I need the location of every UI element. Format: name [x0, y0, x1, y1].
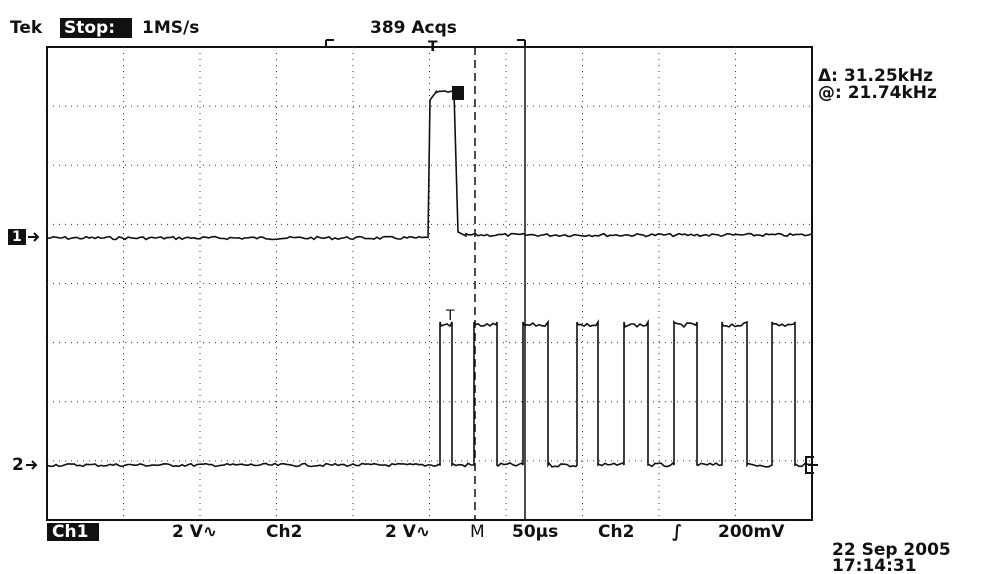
ch1-scale: 2 V∿	[172, 522, 217, 542]
sample-rate: 1MS/s	[142, 18, 199, 38]
state-box	[60, 18, 132, 38]
acquisitions: 389 Acqs	[370, 18, 457, 38]
ch2-marker: 2	[12, 455, 24, 475]
ch2-scale: 2 V∿	[385, 522, 430, 542]
trigger-level: 200mV	[718, 522, 785, 542]
trigger-position: T	[428, 39, 438, 55]
trigger-slope: ∫	[672, 522, 682, 542]
record-bracket	[325, 39, 526, 48]
ch1-marker-box	[8, 229, 26, 245]
time: 17:14:31	[832, 556, 917, 574]
ch1-label: Ch1	[52, 522, 88, 542]
ch1-waveform	[46, 89, 812, 241]
trigger-level-marker	[805, 456, 818, 474]
cursor-marker	[452, 86, 464, 100]
ch1-marker: 1	[12, 229, 22, 245]
trigger-marker: T	[445, 308, 455, 324]
ch2-label: Ch2	[266, 522, 302, 542]
ch1-box	[47, 523, 99, 541]
ch1-arrow	[28, 232, 40, 242]
trigger-source: Ch2	[598, 522, 634, 542]
run-state: Stop:	[64, 18, 115, 38]
timebase: 50µs	[512, 522, 558, 542]
date: 22 Sep 2005	[832, 540, 951, 560]
at-readout: @: 21.74kHz	[818, 83, 937, 103]
ch2-arrow	[26, 460, 38, 470]
brand: Tek	[10, 18, 43, 38]
timebase-label: M	[470, 522, 485, 542]
delta-readout: Δ: 31.25kHz	[818, 66, 933, 86]
ch2-waveform	[46, 318, 811, 468]
